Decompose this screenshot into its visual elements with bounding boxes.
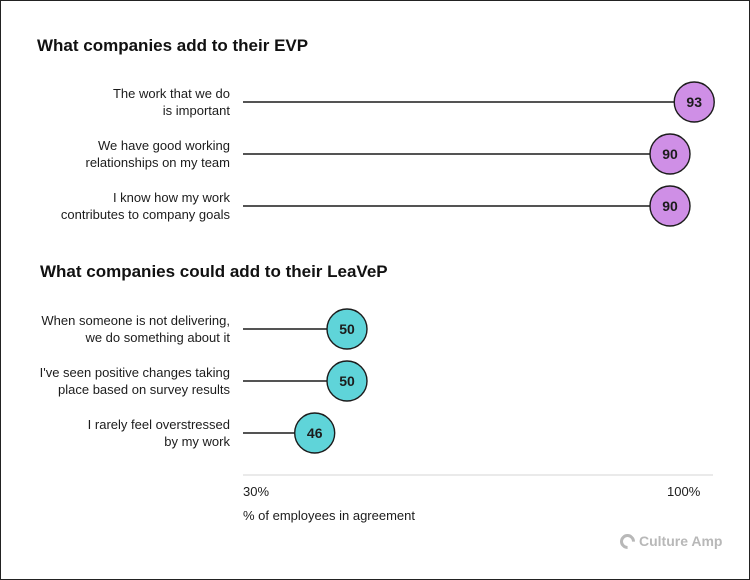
lollipop-dot — [649, 133, 691, 175]
x-axis-label: % of employees in agreement — [243, 508, 415, 523]
lollipop-dot — [649, 185, 691, 227]
data-label: 90 — [662, 146, 678, 162]
category-label: I know how my work contributes to company… — [60, 190, 230, 222]
culture-amp-logo: Culture Amp — [616, 530, 723, 552]
x-tick-label-max: 100% — [667, 484, 701, 499]
lollipop-dot — [326, 360, 368, 402]
lollipop-dot — [294, 412, 336, 454]
x-tick-label-min: 30% — [243, 484, 270, 499]
lollipop-dot — [326, 308, 368, 350]
lollipop-dot — [673, 81, 715, 123]
data-label: 50 — [339, 321, 355, 337]
data-label: 93 — [686, 94, 702, 110]
data-label: 50 — [339, 373, 355, 389]
category-label: The work that we do is important — [112, 86, 230, 118]
category-label: I've seen positive changes taking place b… — [39, 365, 230, 397]
logo-c-icon — [616, 530, 639, 552]
data-label: 46 — [307, 425, 323, 441]
category-label: I rarely feel overstressed by my work — [87, 417, 230, 449]
section-title-leavep: What companies could add to their LeaVeP — [40, 262, 388, 281]
category-label: We have good working relationships on my … — [85, 138, 230, 170]
section-title-evp: What companies add to their EVP — [37, 36, 309, 55]
logo-text: Culture Amp — [639, 533, 723, 549]
category-label: When someone is not delivering, we do som… — [41, 313, 230, 345]
data-label: 90 — [662, 198, 678, 214]
